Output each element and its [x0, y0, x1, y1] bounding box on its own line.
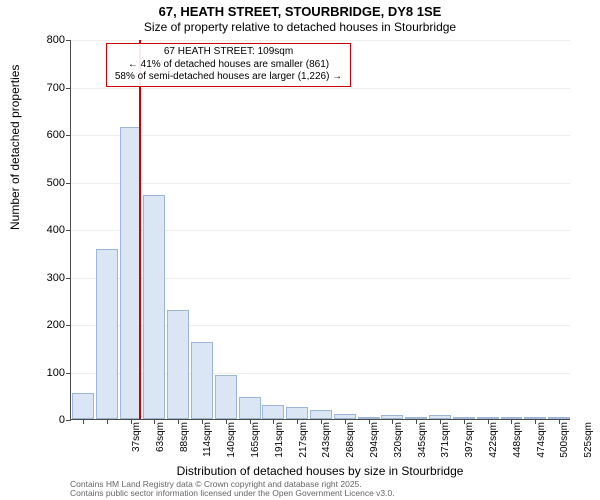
bar: [453, 417, 475, 419]
xtick-label: 243sqm: [321, 422, 332, 467]
gridline: [71, 135, 570, 136]
bar: [429, 415, 451, 419]
bar: [310, 410, 332, 420]
xtick-label: 422sqm: [488, 422, 499, 467]
xtick-label: 63sqm: [155, 422, 166, 467]
annotation-line3: 58% of semi-detached houses are larger (…: [111, 71, 346, 84]
xtick-label: 294sqm: [369, 422, 380, 467]
xtick-label: 320sqm: [393, 422, 404, 467]
ytick-mark: [66, 278, 71, 279]
bar: [548, 417, 570, 419]
xtick-label: 114sqm: [202, 422, 213, 467]
bar: [477, 417, 499, 419]
annotation-line2: ← 41% of detached houses are smaller (86…: [111, 59, 346, 72]
ytick-label: 600: [35, 129, 65, 141]
bar: [524, 417, 546, 419]
xtick-label: 474sqm: [536, 422, 547, 467]
xtick-label: 500sqm: [559, 422, 570, 467]
xtick-label: 165sqm: [250, 422, 261, 467]
chart-title: 67, HEATH STREET, STOURBRIDGE, DY8 1SE: [0, 4, 600, 19]
ytick-label: 400: [35, 224, 65, 236]
bar: [191, 342, 213, 419]
ytick-mark: [66, 420, 71, 421]
ytick-mark: [66, 183, 71, 184]
xtick-label: 397sqm: [464, 422, 475, 467]
ytick-label: 800: [35, 34, 65, 46]
chart-subtitle: Size of property relative to detached ho…: [0, 20, 600, 34]
property-marker-line: [139, 40, 141, 419]
ytick-label: 300: [35, 272, 65, 284]
ytick-mark: [66, 325, 71, 326]
ytick-mark: [66, 135, 71, 136]
y-axis-label: Number of detached properties: [8, 65, 22, 230]
bar: [96, 249, 118, 419]
bar: [262, 405, 284, 419]
xtick-mark: [83, 419, 84, 424]
ytick-mark: [66, 88, 71, 89]
gridline: [71, 183, 570, 184]
ytick-label: 700: [35, 82, 65, 94]
xtick-mark: [107, 419, 108, 424]
bar: [501, 417, 523, 419]
ytick-label: 200: [35, 319, 65, 331]
bar: [286, 407, 308, 419]
gridline: [71, 40, 570, 41]
attribution-text: Contains HM Land Registry data © Crown c…: [70, 480, 395, 499]
bar: [72, 393, 94, 419]
xtick-label: 140sqm: [226, 422, 237, 467]
xtick-label: 191sqm: [274, 422, 285, 467]
bar: [215, 375, 237, 419]
ytick-label: 500: [35, 177, 65, 189]
xtick-label: 525sqm: [583, 422, 594, 467]
xtick-label: 345sqm: [417, 422, 428, 467]
plot-area: 67 HEATH STREET: 109sqm← 41% of detached…: [70, 40, 570, 420]
gridline: [71, 88, 570, 89]
ytick-mark: [66, 230, 71, 231]
xtick-label: 217sqm: [298, 422, 309, 467]
xtick-label: 88sqm: [179, 422, 190, 467]
bar: [405, 417, 427, 419]
ytick-label: 0: [35, 414, 65, 426]
bar: [143, 195, 165, 419]
xtick-label: 37sqm: [131, 422, 142, 467]
bar: [381, 415, 403, 419]
xtick-label: 268sqm: [345, 422, 356, 467]
bar: [167, 310, 189, 419]
ytick-label: 100: [35, 367, 65, 379]
ytick-mark: [66, 40, 71, 41]
ytick-mark: [66, 373, 71, 374]
xtick-label: 448sqm: [512, 422, 523, 467]
property-annotation: 67 HEATH STREET: 109sqm← 41% of detached…: [106, 43, 351, 87]
bar: [239, 397, 261, 419]
bar: [358, 417, 380, 419]
annotation-line1: 67 HEATH STREET: 109sqm: [111, 46, 346, 59]
property-size-histogram: 67, HEATH STREET, STOURBRIDGE, DY8 1SE S…: [0, 0, 600, 500]
bar: [334, 414, 356, 419]
attribution-line2: Contains public sector information licen…: [70, 489, 395, 498]
xtick-label: 371sqm: [440, 422, 451, 467]
